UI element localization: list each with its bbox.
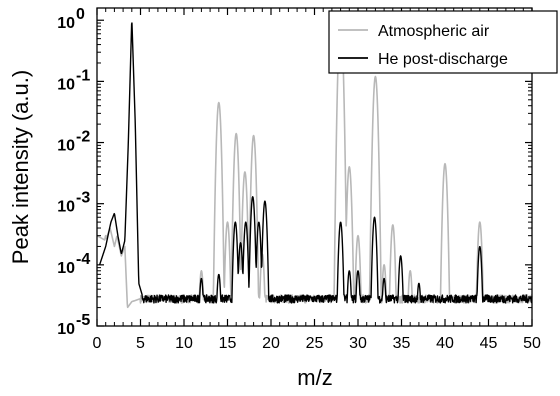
y-tick-label: 10 <box>57 76 75 93</box>
x-tick-label: 35 <box>393 335 411 352</box>
y-tick-label: 10 <box>57 15 75 32</box>
y-tick-exponent: -1 <box>76 67 90 84</box>
x-axis-title: m/z <box>297 365 332 390</box>
x-tick-label: 40 <box>436 335 454 352</box>
series-layer <box>96 19 533 309</box>
y-tick-exponent: 0 <box>76 6 85 23</box>
legend-label: Atmospheric air <box>378 23 490 40</box>
x-tick-label: 30 <box>349 335 367 352</box>
x-tick-label: 50 <box>523 335 541 352</box>
y-tick-exponent: -2 <box>76 129 90 146</box>
y-tick-label: 10 <box>57 199 75 216</box>
legend-box <box>328 10 558 74</box>
labels-layer: 0 5 10 15 20 25 30 35 40 45 5010-510-410-310-210-1… <box>57 6 541 352</box>
y-tick-exponent: -4 <box>76 251 90 268</box>
x-tick-label: 25 <box>306 335 324 352</box>
x-tick-label: 20 <box>262 335 280 352</box>
legend-label: He post-discharge <box>378 51 508 68</box>
y-tick-exponent: -5 <box>76 312 90 329</box>
legend: Atmospheric air He post-discharge <box>328 10 558 74</box>
x-tick-label: 0 <box>93 335 102 352</box>
x-tick-label: 15 <box>219 335 237 352</box>
x-tick-label: 45 <box>480 335 498 352</box>
y-tick-label: 10 <box>57 138 75 155</box>
x-tick-label: 5 <box>136 335 145 352</box>
x-tick-label: 10 <box>175 335 193 352</box>
series-line-he-post-discharge <box>98 22 533 304</box>
y-tick-label: 10 <box>57 260 75 277</box>
y-tick-label: 10 <box>57 321 75 338</box>
y-axis-title: Peak intensity (a.u.) <box>8 70 33 264</box>
y-tick-exponent: -3 <box>76 190 90 207</box>
